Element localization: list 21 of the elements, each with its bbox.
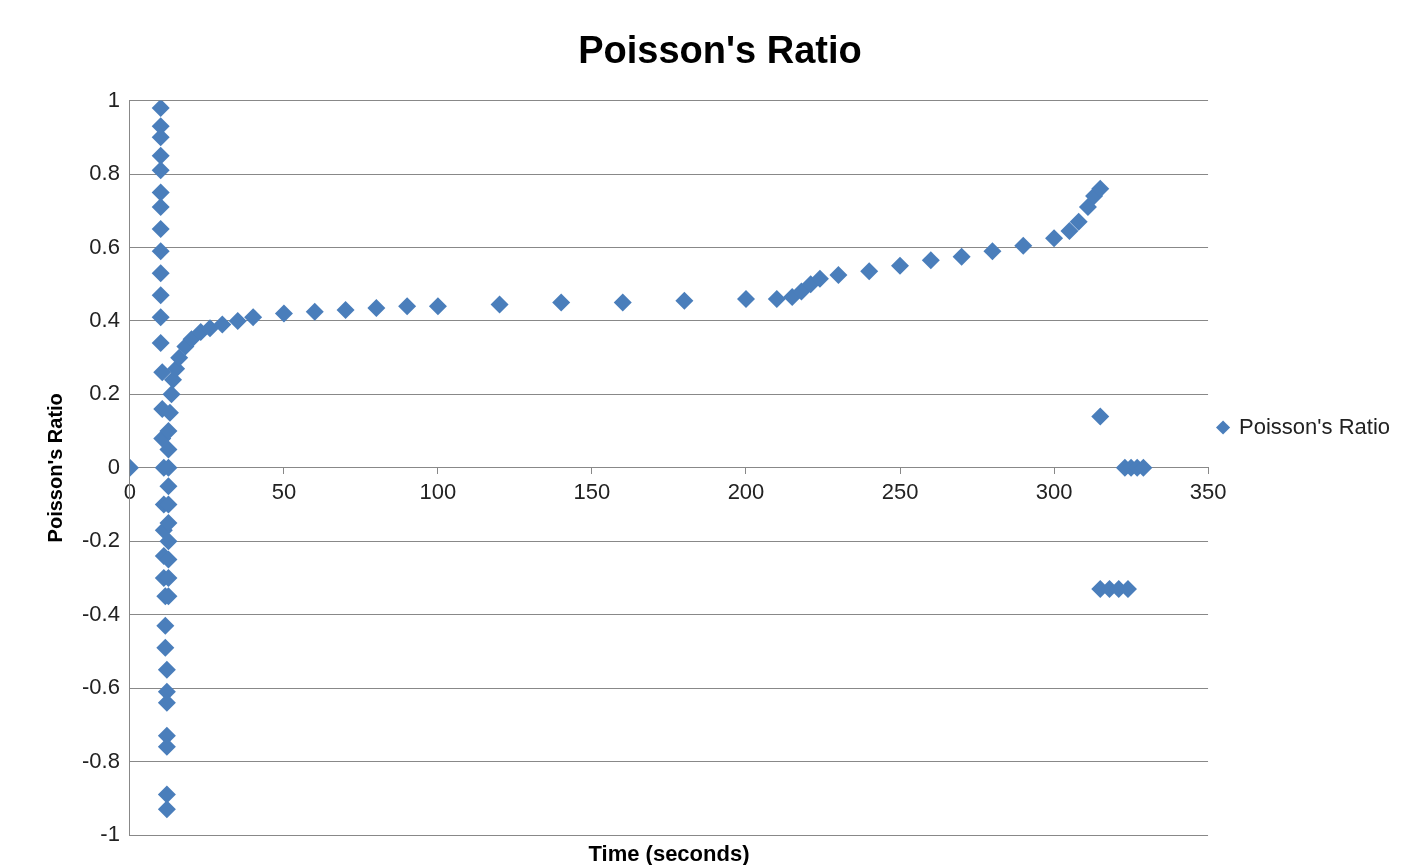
legend-label: Poisson's Ratio <box>1239 413 1391 439</box>
x-tick-label: 200 <box>727 479 765 505</box>
y-tick-label: 0.8 <box>89 160 120 186</box>
y-tick-label: -1 <box>100 821 120 847</box>
x-tick-label: 250 <box>881 479 919 505</box>
y-tick-label: -0.2 <box>81 527 120 553</box>
x-tick-label: 100 <box>419 479 457 505</box>
x-tick-label: 50 <box>271 479 297 505</box>
y-tick-label: 0 <box>107 453 120 479</box>
x-tick-label: 350 <box>1189 479 1227 505</box>
y-tick-label: 0.4 <box>89 306 120 332</box>
y-tick-label: -0.8 <box>81 747 120 773</box>
chart-title: Poisson's Ratio <box>578 29 862 72</box>
y-tick-label: 1 <box>107 86 120 112</box>
y-axis-title: Poisson's Ratio <box>43 393 66 543</box>
y-tick-label: -0.4 <box>81 600 120 626</box>
y-tick-label: 0.6 <box>89 233 120 259</box>
y-tick-label: -0.6 <box>81 674 120 700</box>
x-tick-label: 150 <box>573 479 611 505</box>
y-tick-label: 0.2 <box>89 380 120 406</box>
x-tick-label: 300 <box>1035 479 1073 505</box>
